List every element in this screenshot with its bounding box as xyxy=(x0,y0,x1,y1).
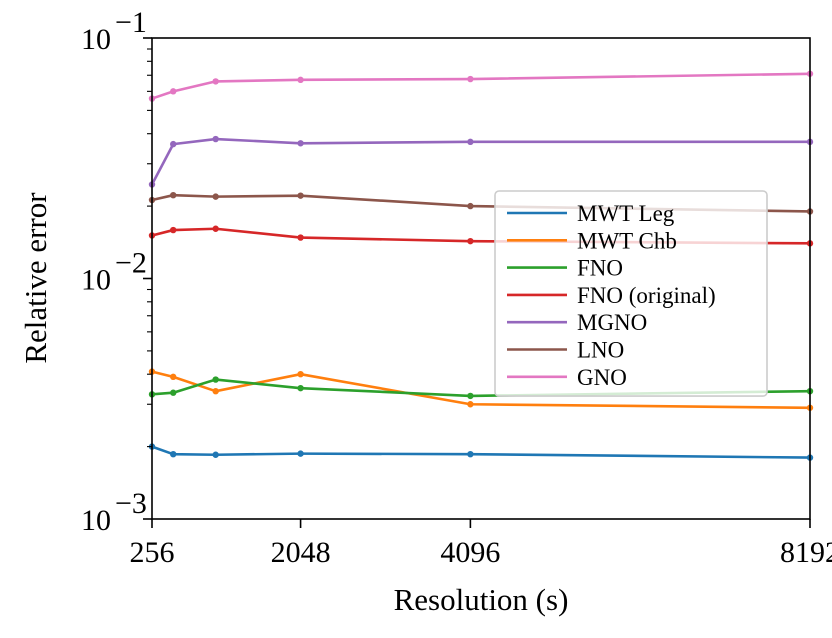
series-mgno xyxy=(148,135,814,188)
legend-entry: FNO (original) xyxy=(507,283,716,308)
data-point-mwt-chb xyxy=(170,373,177,381)
data-point-fno-original xyxy=(170,226,177,234)
data-point-mgno xyxy=(297,140,304,147)
y-tick-label-base: 10 xyxy=(81,264,111,297)
x-tick-label: 256 xyxy=(130,536,175,569)
legend-entry: MWT Leg xyxy=(507,201,675,226)
y-tick-label-base: 10 xyxy=(81,23,111,56)
data-point-mwt-leg xyxy=(297,450,304,457)
x-tick-label: 2048 xyxy=(271,536,331,569)
data-point-fno-original xyxy=(212,225,219,232)
series-mwt-leg xyxy=(148,443,814,461)
data-point-lno xyxy=(170,192,177,199)
legend-label: MWT Chb xyxy=(577,228,677,253)
data-point-mwt-chb xyxy=(212,387,219,395)
legend-box xyxy=(494,190,768,397)
legend-entry: LNO xyxy=(507,338,624,363)
y-tick-label: 10−1 xyxy=(81,6,147,56)
legend-label: GNO xyxy=(577,365,627,390)
y-tick-label-exponent: −3 xyxy=(115,487,147,520)
data-point-mwt-chb xyxy=(297,371,304,378)
data-point-fno xyxy=(297,384,304,392)
y-tick-label: 10−3 xyxy=(81,487,147,537)
data-point-gno xyxy=(467,75,474,83)
x-tick-label: 8192 xyxy=(780,536,832,569)
data-point-lno xyxy=(212,193,219,200)
y-tick-label: 10−2 xyxy=(81,247,147,297)
data-point-mwt-chb xyxy=(467,401,474,408)
data-point-mwt-leg xyxy=(212,451,219,458)
data-point-gno xyxy=(170,88,177,95)
data-point-mgno xyxy=(170,140,177,148)
y-tick-label-exponent: −2 xyxy=(115,247,147,280)
ticks-layer: 25620484096819210−310−210−1 xyxy=(81,6,832,569)
legend-label: MGNO xyxy=(577,310,647,335)
data-point-lno xyxy=(297,192,304,199)
x-tick-label: 4096 xyxy=(440,536,500,569)
data-point-fno xyxy=(212,376,219,383)
legend-label: LNO xyxy=(577,338,624,363)
data-point-fno-original xyxy=(467,237,474,245)
series-line-mgno xyxy=(150,137,810,186)
y-axis-label: Relative error xyxy=(18,192,53,364)
legend-entry: FNO xyxy=(507,256,623,281)
data-point-mwt-leg xyxy=(170,450,177,458)
legend-label: FNO xyxy=(577,256,623,281)
legend-label: MWT Leg xyxy=(577,201,675,226)
data-point-fno-original xyxy=(297,234,304,241)
data-point-gno xyxy=(297,76,304,84)
series-gno xyxy=(148,70,814,102)
legend-entry: MWT Chb xyxy=(507,228,677,253)
data-point-mwt-leg xyxy=(467,450,474,458)
data-point-mgno xyxy=(467,138,474,146)
data-point-fno xyxy=(170,389,177,396)
data-point-gno xyxy=(212,78,219,85)
legend-entry: GNO xyxy=(507,365,627,390)
series-line-mwt-leg xyxy=(151,445,811,459)
y-tick-label-base: 10 xyxy=(81,504,111,537)
data-point-lno xyxy=(467,202,474,210)
data-point-fno xyxy=(467,392,474,400)
y-tick-label-exponent: −1 xyxy=(115,6,147,39)
data-point-mgno xyxy=(212,135,219,143)
legend-label: FNO (original) xyxy=(577,283,716,308)
legend-entry: MGNO xyxy=(507,310,647,335)
x-axis-label: Resolution (s) xyxy=(394,582,569,617)
series-line-gno xyxy=(151,72,811,100)
